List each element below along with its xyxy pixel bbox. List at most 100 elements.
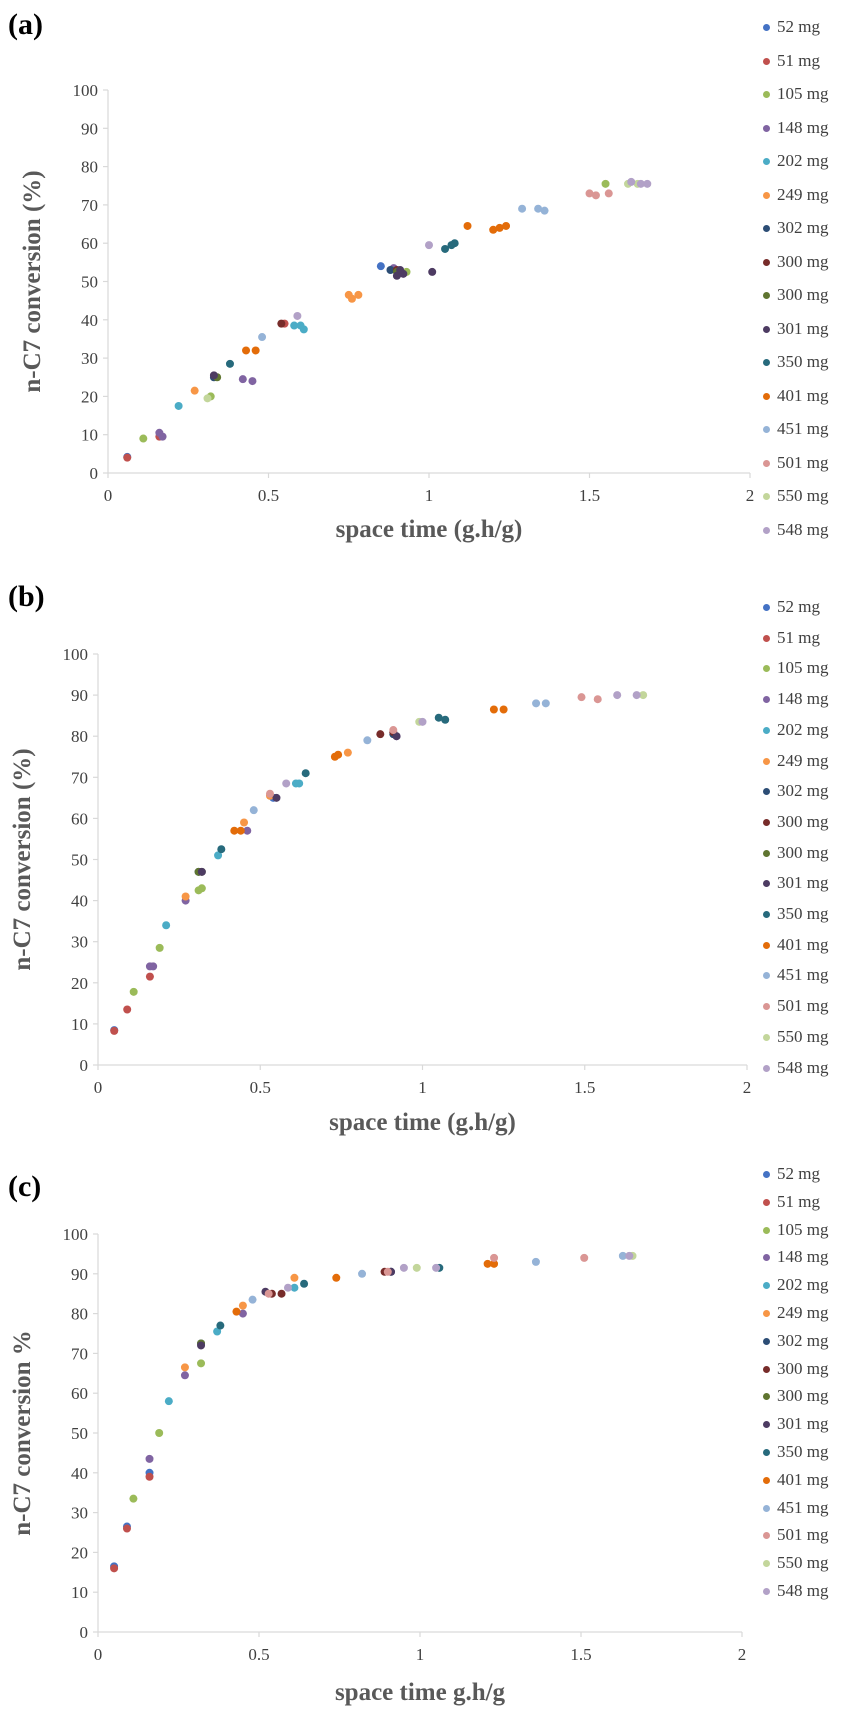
data-point	[145, 1472, 154, 1481]
data-point	[627, 177, 636, 186]
legend-marker	[763, 459, 770, 467]
legend-label: 105 mg	[777, 84, 829, 103]
data-point	[197, 1341, 206, 1350]
legend-marker	[763, 911, 770, 918]
legend-marker	[763, 1064, 770, 1072]
data-point	[180, 1363, 189, 1372]
data-point	[217, 845, 226, 854]
x-axis-title: space time g.h/g	[335, 1679, 506, 1706]
data-point	[441, 715, 450, 724]
legend-label: 301 mg	[777, 318, 829, 338]
legend-label: 300 mg	[777, 1386, 829, 1406]
x-tick-label: 0.5	[248, 1645, 269, 1664]
data-point	[580, 1253, 589, 1262]
legend-marker	[763, 526, 770, 534]
y-tick-label: 40	[71, 1464, 88, 1483]
legend-marker	[763, 1310, 770, 1317]
data-point	[540, 206, 549, 215]
legend-marker	[763, 972, 770, 980]
legend-marker	[763, 91, 770, 98]
data-point	[272, 793, 281, 802]
panel-label: (b)	[8, 580, 45, 613]
legend-marker	[763, 258, 770, 266]
data-point	[389, 726, 398, 735]
legend-label: 550 mg	[777, 1553, 829, 1573]
data-point	[541, 699, 550, 708]
legend-marker	[763, 225, 770, 232]
data-point	[155, 1429, 164, 1437]
legend-marker	[763, 1560, 770, 1568]
legend-label: 451 mg	[777, 965, 829, 985]
data-point	[639, 691, 648, 700]
y-tick-label: 60	[81, 234, 98, 253]
legend-marker	[763, 604, 770, 611]
data-point	[174, 401, 183, 410]
data-point	[145, 1454, 154, 1463]
data-point	[502, 221, 511, 230]
y-axis-title: n-C7 conversion (%)	[19, 170, 46, 392]
legend-marker	[763, 1171, 770, 1178]
legend-marker	[763, 1033, 770, 1041]
data-point	[495, 223, 504, 232]
data-point	[238, 1301, 247, 1310]
y-tick-label: 80	[71, 1305, 88, 1324]
legend-marker	[763, 726, 770, 734]
data-point	[396, 266, 405, 275]
y-tick-label: 100	[73, 81, 99, 100]
x-tick-label: 1.5	[574, 1078, 595, 1097]
x-tick-label: 1.5	[570, 1645, 591, 1664]
y-tick-label: 70	[71, 1344, 88, 1363]
data-point	[249, 806, 258, 815]
data-point	[290, 321, 299, 330]
y-tick-label: 40	[71, 892, 88, 911]
data-point	[490, 1259, 499, 1268]
legend-marker	[763, 1588, 770, 1595]
legend-marker	[763, 849, 770, 857]
data-point	[203, 394, 212, 403]
y-tick-label: 10	[81, 426, 98, 445]
legend-label: 548 mg	[777, 519, 829, 539]
data-point	[236, 826, 245, 835]
data-point	[441, 244, 450, 253]
x-tick-label: 1	[418, 1078, 427, 1097]
data-point	[264, 1289, 273, 1298]
legend-marker	[763, 1254, 770, 1262]
y-tick-label: 60	[71, 809, 88, 828]
data-point	[283, 1283, 292, 1292]
x-tick-label: 1	[425, 486, 434, 505]
data-point	[232, 1307, 241, 1316]
legend-label: 501 mg	[777, 452, 829, 472]
legend-label: 148 mg	[777, 117, 829, 137]
legend-marker	[763, 1003, 770, 1011]
data-point	[129, 987, 138, 996]
legend-label: 550 mg	[777, 486, 829, 505]
data-point	[290, 1283, 299, 1292]
x-tick-label: 1	[416, 1645, 425, 1664]
data-point	[123, 453, 132, 462]
y-axis-title: n-C7 conversion (%)	[9, 748, 36, 970]
data-point	[164, 1397, 173, 1406]
legend-label: 548 mg	[777, 1581, 829, 1600]
data-point	[643, 179, 652, 188]
data-point	[293, 311, 302, 320]
legend-label: 51 mg	[777, 627, 820, 647]
legend-marker	[763, 941, 770, 949]
legend-label: 451 mg	[777, 419, 829, 438]
legend-label: 300 mg	[777, 251, 829, 271]
data-point	[181, 892, 190, 901]
data-point	[282, 779, 291, 788]
y-tick-label: 70	[71, 768, 88, 787]
data-point	[248, 1295, 257, 1304]
legend-label: 249 mg	[777, 184, 829, 204]
data-point	[585, 189, 594, 198]
legend-label: 350 mg	[777, 904, 829, 923]
data-point	[277, 1289, 286, 1298]
legend-label: 401 mg	[777, 1469, 829, 1489]
y-tick-label: 100	[63, 645, 89, 664]
x-tick-label: 0	[104, 486, 113, 505]
data-point	[347, 294, 356, 303]
legend-label: 202 mg	[777, 719, 829, 739]
y-tick-label: 30	[71, 933, 88, 952]
legend-marker	[763, 1282, 770, 1290]
data-point	[376, 262, 385, 271]
